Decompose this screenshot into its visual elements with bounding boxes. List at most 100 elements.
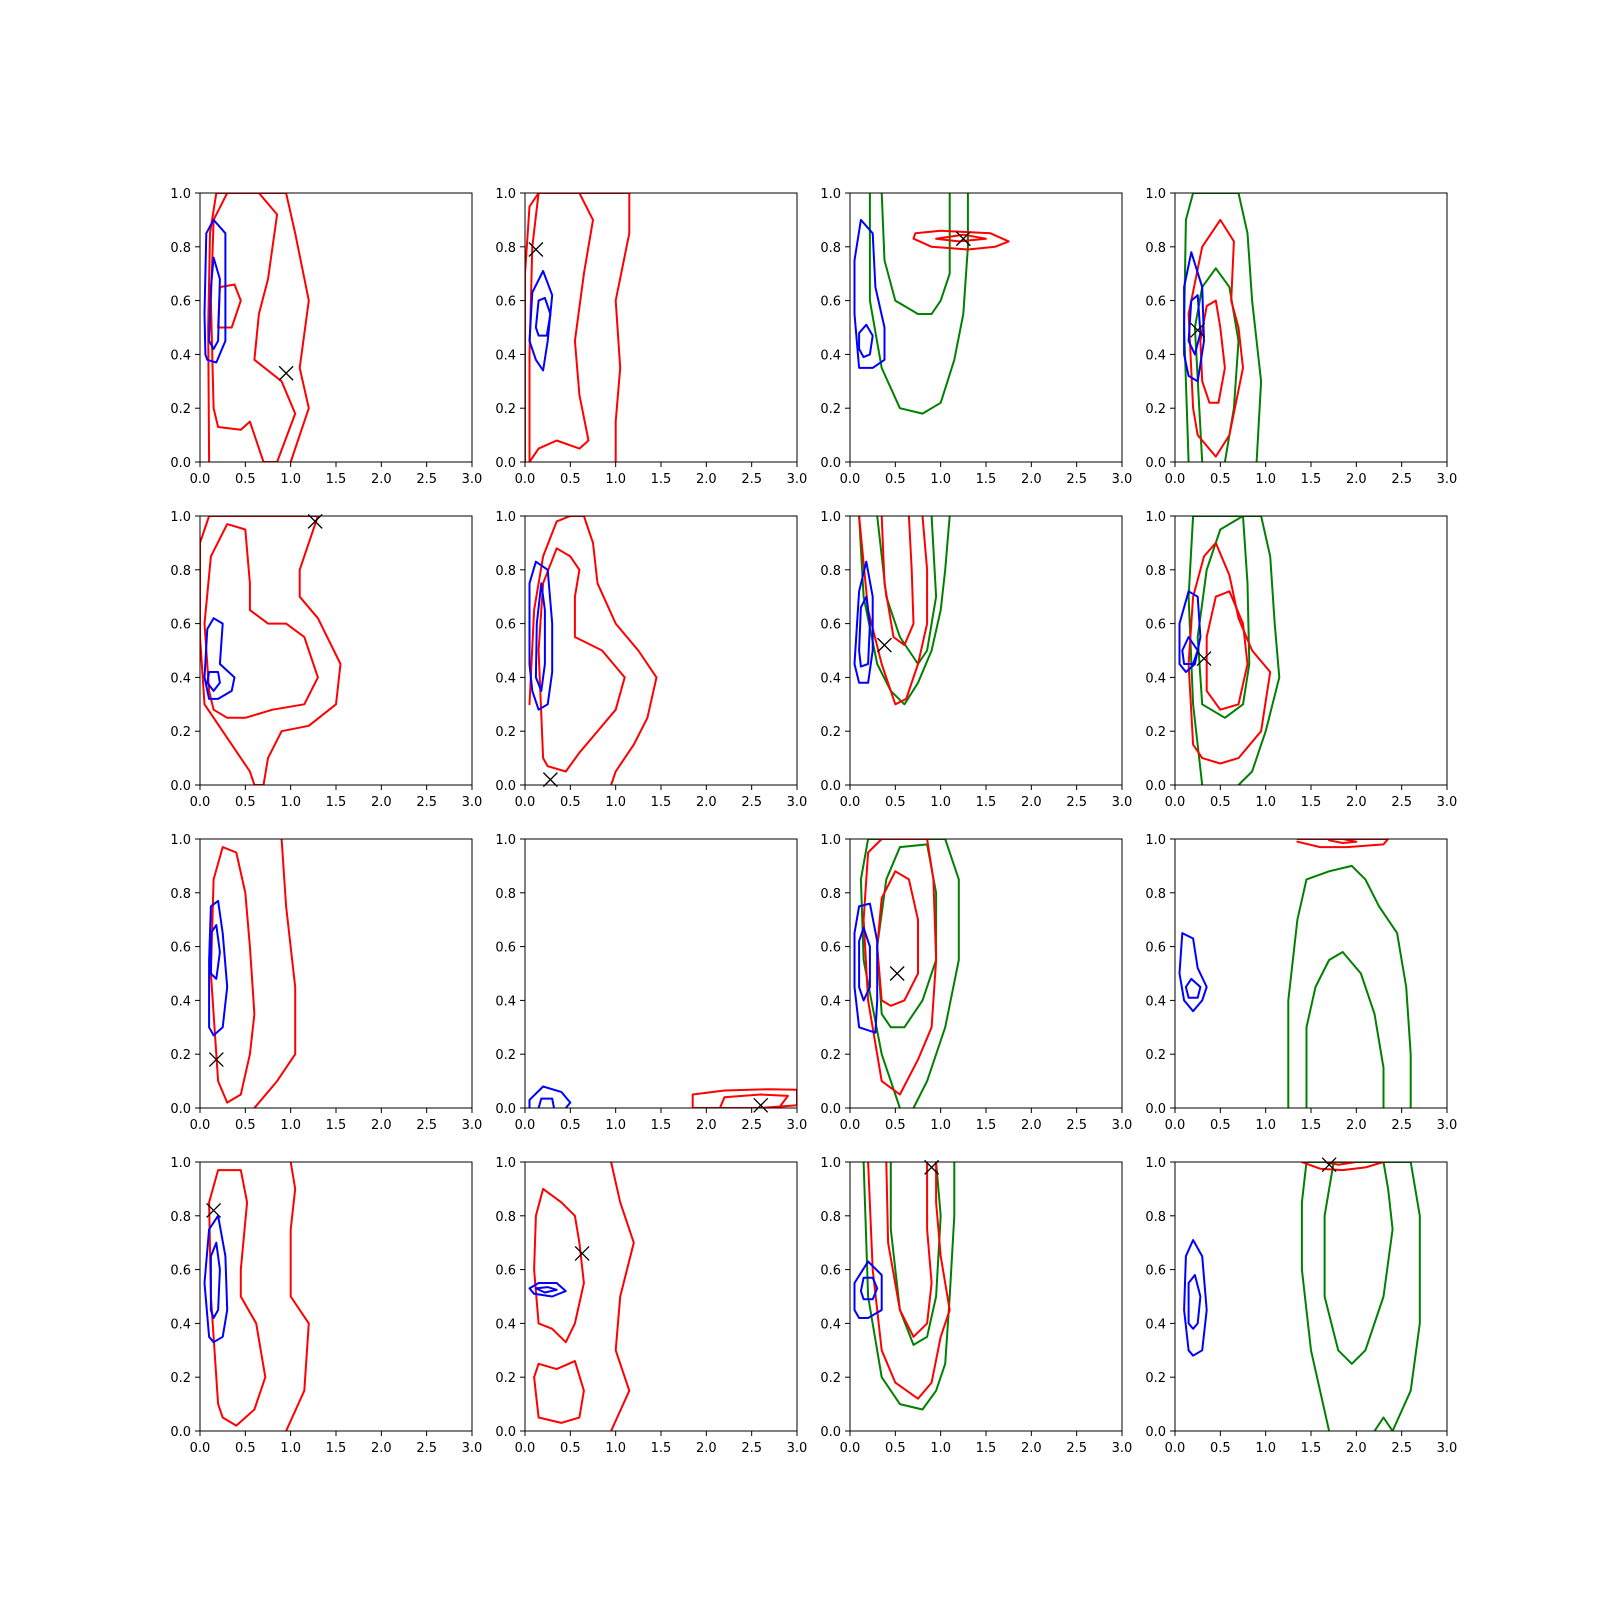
plot-area	[1183, 1162, 1421, 1431]
x-tick-label: 2.5	[416, 795, 437, 810]
x-tick-label: 3.0	[1112, 472, 1133, 487]
y-tick-label: 0.8	[820, 241, 841, 256]
y-tick-label: 1.0	[820, 187, 841, 202]
y-tick-label: 0.4	[820, 348, 841, 363]
x-tick-label: 2.0	[696, 472, 717, 487]
x-marker-stroke	[1196, 651, 1212, 667]
contour-red-4	[876, 870, 919, 1007]
plot-area	[853, 193, 1010, 415]
y-tick-label: 0.0	[495, 1425, 516, 1440]
subplot-2-3: 0.0 0.5 1.0 1.5 2.0 2.5 3.0 0.0 0.2 0.4 0.6 0.8 1.0	[820, 510, 1132, 810]
y-tick-label: 0.8	[1145, 887, 1166, 902]
plot-area	[203, 1162, 310, 1431]
y-tick-label: 0.2	[495, 1371, 516, 1386]
contour-blue-4	[534, 582, 546, 692]
y-tick-label: 0.8	[170, 241, 191, 256]
y-tick-label: 0.6	[1145, 941, 1166, 956]
x-tick-label: 0.0	[515, 795, 536, 810]
y-tick-label: 0.8	[495, 1210, 516, 1225]
contour-red-4	[1328, 839, 1358, 844]
x-tick-label: 0.0	[190, 472, 211, 487]
y-tick-label: 1.0	[1145, 1156, 1166, 1171]
x-tick-label: 0.0	[190, 1118, 211, 1133]
contour-blue-4	[209, 924, 221, 980]
x-tick-label: 0.5	[560, 1441, 581, 1456]
y-tick-label: 0.2	[495, 725, 516, 740]
y-tick-label: 0.8	[820, 564, 841, 579]
contour-blue-6	[858, 926, 871, 1002]
x-tick-label: 3.0	[462, 795, 483, 810]
x-tick-label: 1.0	[1255, 1118, 1276, 1133]
y-tick-label: 0.0	[1145, 779, 1166, 794]
y-tick-label: 1.0	[1145, 510, 1166, 525]
y-tick-label: 0.6	[1145, 1264, 1166, 1279]
y-tick-label: 0.4	[1145, 1317, 1166, 1332]
y-tick-label: 0.6	[170, 1264, 191, 1279]
x-tick-label: 3.0	[1112, 1441, 1133, 1456]
x-tick-label: 0.5	[235, 795, 256, 810]
x-marker	[924, 1159, 940, 1175]
x-marker-stroke	[955, 231, 971, 247]
x-marker-stroke	[542, 772, 558, 788]
contour-red-1	[209, 846, 256, 1104]
x-tick-label: 0.0	[1165, 1118, 1186, 1133]
x-tick-label: 1.0	[280, 1118, 301, 1133]
x-tick-label: 1.5	[326, 1118, 347, 1133]
x-tick-label: 2.0	[371, 1118, 392, 1133]
y-tick-label: 0.8	[1145, 241, 1166, 256]
y-tick-label: 0.2	[820, 725, 841, 740]
x-tick-label: 1.5	[976, 1118, 997, 1133]
y-tick-label: 0.4	[170, 994, 191, 1009]
subplot-4-1: 0.0 0.5 1.0 1.5 2.0 2.5 3.0 0.0 0.2 0.4 0.6 0.8 1.0	[170, 1156, 482, 1456]
x-tick-label: 1.5	[326, 795, 347, 810]
y-tick-label: 0.2	[1145, 1048, 1166, 1063]
x-tick-label: 0.5	[885, 472, 906, 487]
x-tick-label: 2.0	[1346, 1441, 1367, 1456]
y-tick-label: 0.6	[1145, 618, 1166, 633]
y-tick-label: 0.6	[820, 618, 841, 633]
plot-area	[1178, 516, 1281, 785]
y-tick-label: 1.0	[820, 510, 841, 525]
x-tick-label: 2.0	[371, 795, 392, 810]
y-tick-label: 0.8	[170, 1210, 191, 1225]
y-tick-label: 0.8	[820, 1210, 841, 1225]
y-tick-label: 0.0	[495, 1102, 516, 1117]
y-tick-label: 0.0	[170, 1425, 191, 1440]
axes-frame	[199, 838, 473, 1109]
x-tick-label: 0.0	[1165, 1441, 1186, 1456]
contour-green-2	[1323, 1162, 1394, 1365]
x-tick-label: 2.5	[1066, 1441, 1087, 1456]
x-tick-label: 1.5	[1301, 1118, 1322, 1133]
subplot-1-3: 0.0 0.5 1.0 1.5 2.0 2.5 3.0 0.0 0.2 0.4 0.6 0.8 1.0	[820, 187, 1132, 487]
x-tick-label: 0.5	[885, 795, 906, 810]
axes-frame	[524, 515, 798, 786]
contour-blue-6	[1184, 977, 1202, 999]
y-tick-label: 0.2	[170, 725, 191, 740]
contour-green-1	[862, 1162, 956, 1411]
subplot-1-4: 0.0 0.5 1.0 1.5 2.0 2.5 3.0 0.0 0.2 0.4 0.6 0.8 1.0	[1145, 187, 1457, 487]
subplot-4-2: 0.0 0.5 1.0 1.5 2.0 2.5 3.0 0.0 0.2 0.4 0.6 0.8 1.0	[495, 1156, 807, 1456]
x-tick-label: 1.5	[651, 472, 672, 487]
contour-red-1	[533, 1187, 585, 1344]
y-tick-label: 0.8	[495, 564, 516, 579]
plot-area	[528, 516, 658, 785]
contour-red-4	[880, 516, 915, 647]
y-tick-label: 0.8	[1145, 564, 1166, 579]
x-tick-label: 2.0	[1021, 795, 1042, 810]
y-tick-label: 0.2	[820, 1371, 841, 1386]
contour-blue-2	[537, 1097, 555, 1108]
contour-green-1	[880, 193, 951, 315]
contour-blue-5	[853, 560, 874, 684]
y-tick-label: 0.4	[170, 671, 191, 686]
x-tick-label: 0.0	[1165, 795, 1186, 810]
contour-blue-3	[208, 899, 229, 1037]
y-tick-label: 0.2	[1145, 1371, 1166, 1386]
x-tick-label: 2.5	[1066, 1118, 1087, 1133]
y-tick-label: 0.6	[495, 618, 516, 633]
x-tick-label: 2.5	[1391, 1441, 1412, 1456]
x-tick-label: 0.5	[1210, 1441, 1231, 1456]
y-tick-label: 0.2	[1145, 402, 1166, 417]
contour-red-4	[1199, 299, 1226, 404]
axes-frame	[199, 192, 473, 463]
